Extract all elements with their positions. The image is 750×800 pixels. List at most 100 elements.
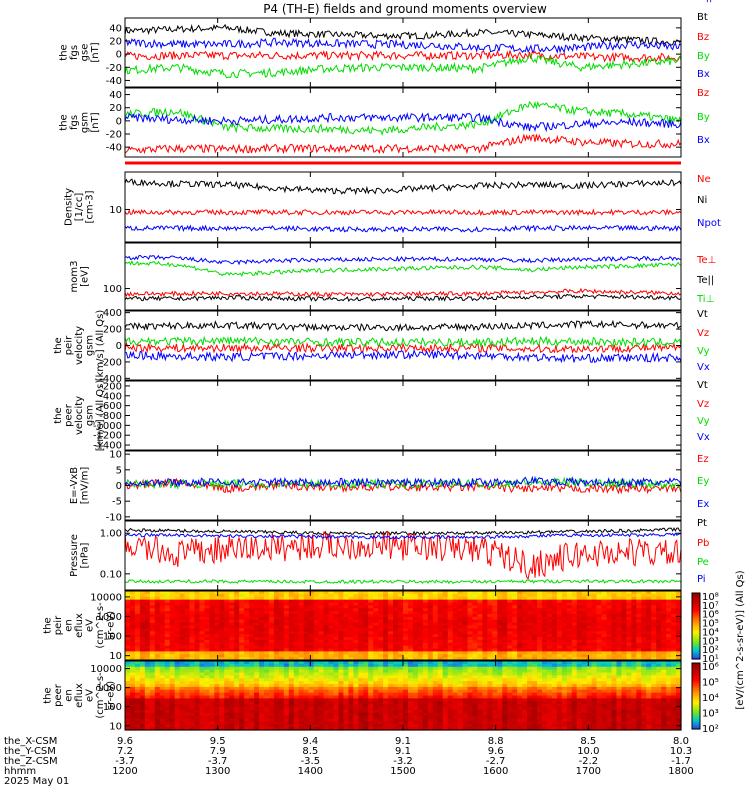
- spectrogram-cell: [273, 654, 280, 658]
- spectrogram-cell: [184, 704, 191, 708]
- spectrogram-cell: [398, 689, 404, 694]
- spectrogram-cell: [204, 724, 210, 728]
- spectrogram-cell: [556, 611, 563, 615]
- spectrogram-cell: [293, 608, 300, 612]
- spectrogram-cell: [383, 712, 389, 717]
- spectrogram-cell: [457, 669, 464, 674]
- spectrogram-cell: [546, 648, 553, 652]
- spectrogram-cell: [234, 611, 240, 615]
- spectrogram-cell: [517, 625, 523, 629]
- spectrogram-cell: [204, 672, 210, 676]
- spectrogram-cell: [353, 645, 359, 650]
- spectrogram-cell: [164, 727, 171, 731]
- spectrogram-cell: [586, 634, 593, 638]
- spectrogram-cell: [626, 614, 632, 618]
- spectrogram-cell: [154, 666, 161, 671]
- spectrogram-cell: [194, 709, 201, 714]
- spectrogram-cell: [522, 669, 528, 674]
- spectrogram-cell: [154, 591, 161, 595]
- spectrogram-cell: [432, 707, 439, 711]
- spectrogram-cell: [517, 686, 523, 691]
- spectrogram-cell: [437, 701, 444, 705]
- spectrogram-cell: [249, 645, 255, 650]
- spectrogram-cell: [254, 686, 260, 691]
- spectrogram-cell: [606, 596, 613, 601]
- spectrogram-cell: [214, 707, 220, 711]
- spectrogram-cell: [427, 698, 434, 702]
- spectrogram-cell: [407, 709, 414, 714]
- spectrogram-cell: [139, 718, 146, 722]
- spectrogram-cell: [482, 689, 488, 694]
- spectrogram-cell: [427, 684, 434, 688]
- spectrogram-cell: [139, 704, 146, 708]
- spectrogram-cell: [621, 628, 627, 632]
- spectrogram-cell: [348, 718, 354, 722]
- spectrogram-cell: [184, 637, 191, 641]
- spectrogram-cell: [298, 721, 305, 725]
- spectrogram-cell: [432, 663, 439, 668]
- spectrogram-cell: [656, 648, 662, 652]
- spectrogram-cell: [412, 616, 419, 621]
- spectrogram-cell: [527, 724, 533, 728]
- spectrogram-cell: [224, 642, 230, 647]
- spectrogram-cell: [169, 651, 176, 655]
- spectrogram-cell: [338, 669, 345, 674]
- spectrogram-cell: [308, 724, 315, 728]
- spectrogram-cell: [388, 651, 394, 655]
- spectrogram-cell: [268, 608, 275, 612]
- spectrogram-cell: [596, 599, 603, 604]
- y-axis-label-line: velocity: [74, 326, 85, 365]
- spectrogram-cell: [194, 608, 201, 612]
- spectrogram-cell: [129, 602, 136, 606]
- spectrogram-cell: [656, 614, 662, 618]
- spectrogram-cell: [244, 709, 250, 714]
- spectrogram-cell: [239, 593, 245, 598]
- spectrogram-cell: [268, 718, 275, 722]
- spectrogram-cell: [283, 701, 290, 705]
- spectrogram-cell: [412, 666, 419, 671]
- spectrogram-cell: [388, 637, 394, 641]
- y-axis-label-line: gse: [79, 44, 90, 62]
- spectrogram-cell: [254, 712, 260, 717]
- spectrogram-cell: [303, 619, 310, 624]
- spectrogram-cell: [551, 631, 558, 635]
- spectrogram-cell: [616, 602, 623, 606]
- y-axis-label-line: sr-eV): [106, 611, 117, 640]
- spectrogram-cell: [422, 634, 429, 638]
- spectrogram-cell: [288, 628, 295, 632]
- spectrogram-cell: [249, 619, 255, 624]
- spectrogram-cell: [626, 616, 632, 621]
- spectrogram-cell: [234, 715, 240, 720]
- spectrogram-cell: [184, 669, 191, 674]
- spectrogram-cell: [169, 639, 176, 644]
- spectrogram-cell: [313, 689, 320, 694]
- spectrogram-cell: [129, 608, 136, 612]
- spectrogram-cell: [373, 596, 379, 601]
- spectrogram-cell: [219, 721, 225, 725]
- spectrogram-cell: [353, 642, 359, 647]
- spectrogram-cell: [204, 657, 210, 661]
- spectrogram-cell: [457, 727, 464, 731]
- spectrogram-cell: [149, 704, 156, 708]
- spectrogram-cell: [313, 602, 320, 606]
- spectrogram-cell: [249, 663, 255, 668]
- spectrogram-cell: [477, 727, 484, 731]
- spectrogram-cell: [417, 669, 424, 674]
- spectrogram-cell: [273, 672, 280, 676]
- spectrogram-cell: [273, 669, 280, 674]
- spectrogram-cell: [591, 625, 598, 629]
- y-tick-label: -800: [99, 411, 122, 422]
- spectrogram-cell: [427, 704, 434, 708]
- spectrogram-cell: [209, 721, 215, 725]
- spectrogram-cell: [154, 631, 161, 635]
- spectrogram-cell: [412, 637, 419, 641]
- spectrogram-cell: [407, 654, 414, 658]
- spectrogram-cell: [259, 596, 265, 601]
- spectrogram-cell: [144, 616, 151, 621]
- spectrogram-cell: [507, 593, 513, 598]
- spectrogram-cell: [343, 625, 349, 629]
- spectrogram-cell: [532, 599, 538, 604]
- spectrogram-cell: [239, 712, 245, 717]
- spectrogram-cell: [313, 727, 320, 731]
- spectrogram-cell: [204, 631, 210, 635]
